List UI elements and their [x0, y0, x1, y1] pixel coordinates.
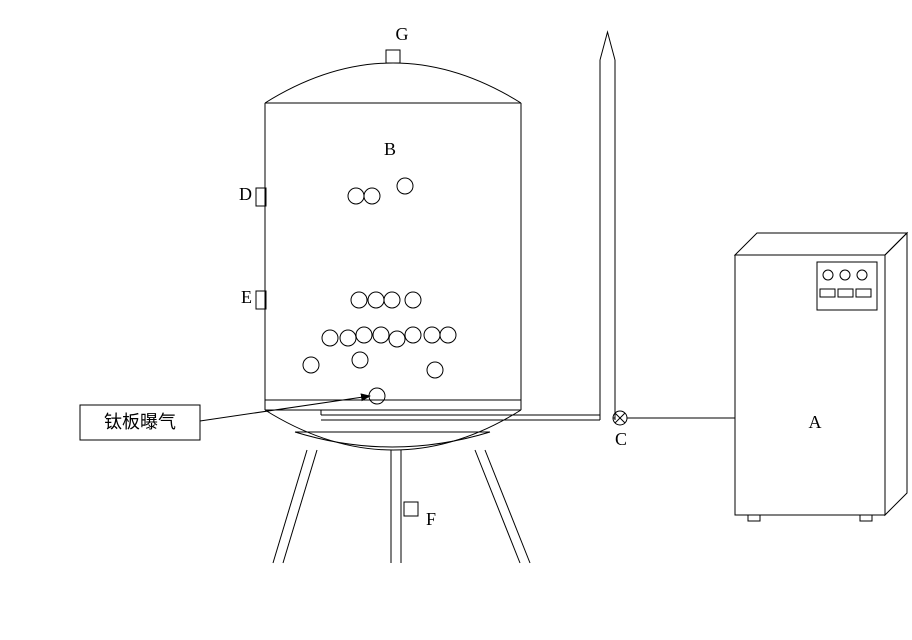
bubble-9 — [356, 327, 372, 343]
bubble-11 — [389, 331, 405, 347]
bubble-16 — [352, 352, 368, 368]
inner-basin-arc — [295, 432, 490, 447]
label-A: A — [809, 412, 822, 432]
machine-panel — [817, 262, 877, 310]
bubble-14 — [440, 327, 456, 343]
bubble-7 — [322, 330, 338, 346]
reactor-dome — [265, 63, 521, 103]
bubble-1 — [364, 188, 380, 204]
reactor-leg-0-a — [273, 450, 307, 563]
label-F: F — [426, 509, 436, 529]
machine-foot-0 — [748, 515, 760, 521]
bubble-3 — [351, 292, 367, 308]
reactor-leg-2-b — [485, 450, 530, 563]
label-D: D — [239, 184, 252, 204]
bubble-12 — [405, 327, 421, 343]
bubble-15 — [303, 357, 319, 373]
bubble-18 — [369, 388, 385, 404]
bubble-13 — [424, 327, 440, 343]
label-E: E — [241, 287, 252, 307]
bubble-4 — [368, 292, 384, 308]
gas-pipe-tip — [600, 32, 615, 60]
label-C: C — [615, 429, 627, 449]
reactor-leg-0-b — [283, 450, 317, 563]
drain-port — [404, 502, 418, 516]
reactor-top-port — [386, 50, 400, 63]
machine-switch-1 — [838, 289, 853, 297]
bubble-5 — [384, 292, 400, 308]
bubble-17 — [427, 362, 443, 378]
bubble-8 — [340, 330, 356, 346]
machine-front — [735, 255, 885, 515]
bubble-10 — [373, 327, 389, 343]
machine-switch-2 — [856, 289, 871, 297]
label-G: G — [396, 24, 409, 44]
machine-knob-0 — [823, 270, 833, 280]
machine-knob-2 — [857, 270, 867, 280]
bubble-0 — [348, 188, 364, 204]
machine-top — [735, 233, 907, 255]
callout-label: 钛板曝气 — [104, 412, 176, 432]
machine-side — [885, 233, 907, 515]
machine-switch-0 — [820, 289, 835, 297]
bubble-2 — [397, 178, 413, 194]
bubble-6 — [405, 292, 421, 308]
machine-knob-1 — [840, 270, 850, 280]
reactor-bottom-dish — [265, 410, 521, 450]
diagram-canvas: A B C D E F G 钛板曝气 — [0, 0, 912, 640]
reactor-leg-2-a — [475, 450, 520, 563]
label-B: B — [384, 139, 396, 159]
machine-foot-1 — [860, 515, 872, 521]
